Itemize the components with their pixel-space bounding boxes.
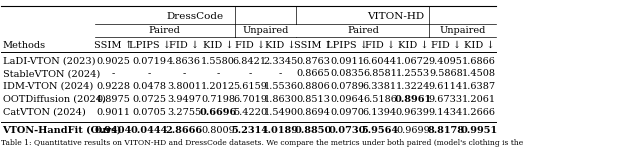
Text: 9.1434: 9.1434 <box>429 107 463 117</box>
Text: 0.9639: 0.9639 <box>396 107 429 117</box>
Text: 6.6044: 6.6044 <box>363 56 397 66</box>
Text: CatVTON (2024): CatVTON (2024) <box>3 107 85 117</box>
Text: IDM-VTON (2024): IDM-VTON (2024) <box>3 82 93 91</box>
Text: KID ↓: KID ↓ <box>464 41 494 50</box>
Text: 0.9011: 0.9011 <box>96 107 131 117</box>
Text: 0.7198: 0.7198 <box>201 95 235 104</box>
Text: 0.0789: 0.0789 <box>330 82 364 91</box>
Text: 1.2553: 1.2553 <box>396 69 430 78</box>
Text: 6.1394: 6.1394 <box>363 107 397 117</box>
Text: 1.2061: 1.2061 <box>462 95 496 104</box>
Text: 1.3224: 1.3224 <box>396 82 430 91</box>
Text: 0.0725: 0.0725 <box>132 95 166 104</box>
Text: DressCode: DressCode <box>167 12 224 21</box>
Text: 0.8665: 0.8665 <box>296 69 330 78</box>
Text: KID ↓: KID ↓ <box>266 41 296 50</box>
Text: 6.8421: 6.8421 <box>233 56 267 66</box>
Text: FID ↓: FID ↓ <box>235 41 265 50</box>
Text: 6.5186: 6.5186 <box>363 95 397 104</box>
Text: 1.6866: 1.6866 <box>462 56 496 66</box>
Text: 1.2666: 1.2666 <box>462 107 496 117</box>
Text: 1.8630: 1.8630 <box>264 95 298 104</box>
Text: 1.6387: 1.6387 <box>462 82 496 91</box>
Text: StableVTON (2024): StableVTON (2024) <box>3 69 100 78</box>
Text: FID ↓: FID ↓ <box>431 41 461 50</box>
Text: 9.6733: 9.6733 <box>429 95 463 104</box>
Text: -: - <box>111 69 115 78</box>
Text: 5.2314: 5.2314 <box>232 126 268 135</box>
Text: 0.9951: 0.9951 <box>460 126 498 135</box>
Text: 1.2012: 1.2012 <box>201 82 235 91</box>
Text: 1.4508: 1.4508 <box>462 69 496 78</box>
Text: -: - <box>148 69 151 78</box>
Text: 0.8763: 0.8763 <box>296 56 330 66</box>
Text: -: - <box>182 69 186 78</box>
Text: 0.0970: 0.0970 <box>330 107 364 117</box>
Text: 3.2755: 3.2755 <box>167 107 201 117</box>
Text: 5.9564: 5.9564 <box>361 126 399 135</box>
Text: 3.9497: 3.9497 <box>167 95 201 104</box>
Text: 9.6114: 9.6114 <box>429 82 463 91</box>
Text: 0.8806: 0.8806 <box>296 82 330 91</box>
Text: 0.8513: 0.8513 <box>296 95 330 104</box>
Text: 6.7019: 6.7019 <box>233 95 267 104</box>
Text: 0.9228: 0.9228 <box>96 82 131 91</box>
Text: Paired: Paired <box>347 26 379 35</box>
Text: -: - <box>279 69 282 78</box>
Text: LaDI-VTON (2023): LaDI-VTON (2023) <box>3 56 95 66</box>
Text: 0.8850: 0.8850 <box>294 126 332 135</box>
Text: 0.0730: 0.0730 <box>328 126 365 135</box>
Text: SSIM ↑: SSIM ↑ <box>294 41 333 50</box>
Text: 0.9025: 0.9025 <box>97 56 130 66</box>
Text: 3.8001: 3.8001 <box>167 82 201 91</box>
Text: SSIM ↑: SSIM ↑ <box>94 41 132 50</box>
Text: 0.0835: 0.0835 <box>330 69 364 78</box>
Text: 6.8581: 6.8581 <box>363 69 397 78</box>
Text: 0.0478: 0.0478 <box>132 82 166 91</box>
Text: 0.0964: 0.0964 <box>330 95 364 104</box>
Text: 0.8975: 0.8975 <box>97 95 130 104</box>
Text: 2.8666: 2.8666 <box>165 126 203 135</box>
Text: LPIPS ↓: LPIPS ↓ <box>326 41 368 50</box>
Text: KID ↓: KID ↓ <box>203 41 233 50</box>
Text: Table 1: Quantitative results on VITON-HD and DressCode datasets. We compare the: Table 1: Quantitative results on VITON-H… <box>1 139 524 147</box>
Text: 9.4095: 9.4095 <box>429 56 463 66</box>
Text: 1.5580: 1.5580 <box>201 56 235 66</box>
Text: 2.3345: 2.3345 <box>264 56 298 66</box>
Text: 0.0911: 0.0911 <box>330 56 364 66</box>
Text: 1.0189: 1.0189 <box>262 126 299 135</box>
Text: 1.5490: 1.5490 <box>264 107 298 117</box>
Text: 6.3381: 6.3381 <box>363 82 397 91</box>
Text: 9.5868: 9.5868 <box>429 69 463 78</box>
Text: -: - <box>248 69 252 78</box>
Text: KID ↓: KID ↓ <box>397 41 428 50</box>
Text: 5.4220: 5.4220 <box>233 107 267 117</box>
Text: Paired: Paired <box>149 26 180 35</box>
Text: 0.8961: 0.8961 <box>394 95 431 104</box>
Text: Unpaired: Unpaired <box>440 26 486 35</box>
Text: 0.9699: 0.9699 <box>396 126 429 135</box>
Text: VITON-HD: VITON-HD <box>367 12 425 21</box>
Text: Unpaired: Unpaired <box>243 26 289 35</box>
Text: 0.0444: 0.0444 <box>131 126 168 135</box>
Text: VTON-HandFit (Ours): VTON-HandFit (Ours) <box>3 126 122 135</box>
Text: OOTDiffusion (2024): OOTDiffusion (2024) <box>3 95 106 104</box>
Text: 8.8178: 8.8178 <box>428 126 464 135</box>
Text: Methods: Methods <box>3 41 45 50</box>
Text: 0.6696: 0.6696 <box>199 107 237 117</box>
Text: 5.6159: 5.6159 <box>233 82 267 91</box>
Text: 1.5536: 1.5536 <box>264 82 298 91</box>
Text: FID ↓: FID ↓ <box>169 41 199 50</box>
Text: 0.9404: 0.9404 <box>95 126 132 135</box>
Text: -: - <box>216 69 220 78</box>
Text: FID ↓: FID ↓ <box>365 41 395 50</box>
Text: 1.0672: 1.0672 <box>396 56 430 66</box>
Text: 0.8694: 0.8694 <box>296 107 330 117</box>
Text: 0.8009: 0.8009 <box>201 126 235 135</box>
Text: 4.8636: 4.8636 <box>167 56 201 66</box>
Text: LPIPS ↓: LPIPS ↓ <box>129 41 170 50</box>
Text: 0.0719: 0.0719 <box>132 56 166 66</box>
Text: 0.0705: 0.0705 <box>132 107 166 117</box>
